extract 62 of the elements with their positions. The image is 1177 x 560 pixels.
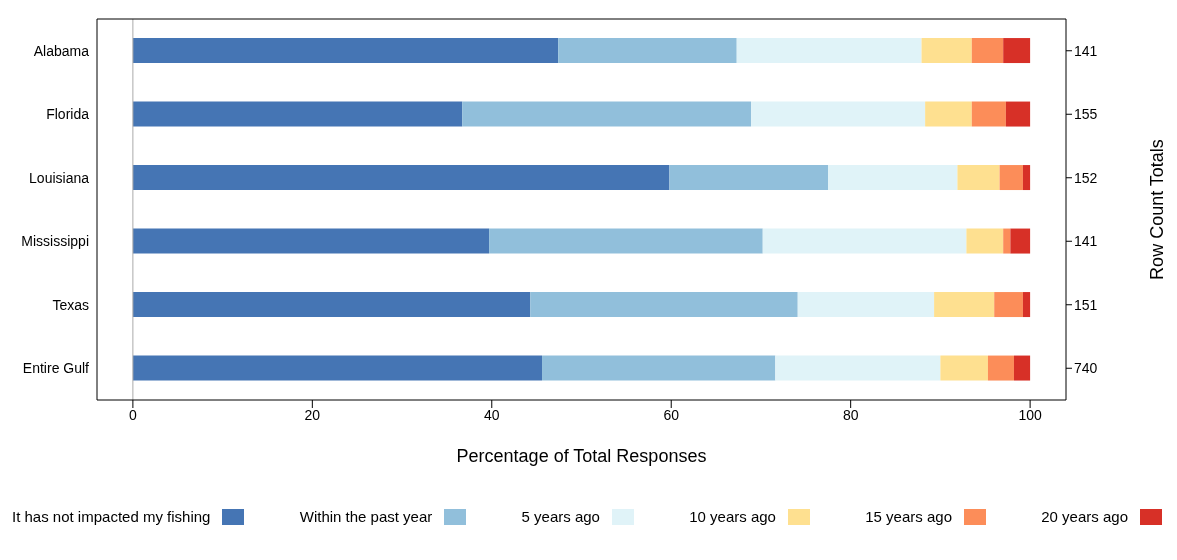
- bar: [1010, 228, 1031, 254]
- bar: [925, 101, 972, 127]
- bar: [934, 292, 995, 318]
- bar: [762, 228, 967, 254]
- y2-tick-label: 141: [1074, 42, 1098, 59]
- x-tick-label: 80: [842, 406, 859, 423]
- x-tick-label: 40: [483, 406, 500, 423]
- bar: [132, 165, 670, 191]
- bar: [957, 165, 1000, 191]
- y2-tick-label: 141: [1074, 233, 1098, 250]
- bar: [132, 101, 463, 127]
- y-tick-label: Texas: [52, 296, 89, 313]
- bar: [669, 165, 829, 191]
- bar: [1022, 165, 1031, 191]
- legend-label: 15 years ago: [865, 508, 952, 525]
- legend-label: 10 years ago: [689, 508, 776, 525]
- bar: [999, 165, 1023, 191]
- bar: [132, 355, 543, 381]
- bar: [921, 38, 972, 64]
- x-axis-title: Percentage of Total Responses: [456, 446, 707, 466]
- y-tick-label: Entire Gulf: [22, 360, 90, 377]
- legend-label: 20 years ago: [1041, 508, 1128, 525]
- bar: [462, 101, 752, 127]
- bar: [132, 38, 559, 64]
- bar: [940, 355, 988, 381]
- bar: [751, 101, 926, 127]
- x-tick-label: 60: [663, 406, 680, 423]
- bar: [994, 292, 1023, 318]
- bar: [1022, 292, 1031, 318]
- x-tick-label: 20: [304, 406, 321, 423]
- bar: [775, 355, 941, 381]
- bar: [1003, 38, 1031, 64]
- bar: [489, 228, 763, 254]
- bar: [1005, 101, 1031, 127]
- bar: [558, 38, 737, 64]
- y-tick-label: Louisiana: [29, 169, 90, 186]
- y-tick-label: Mississippi: [21, 233, 89, 250]
- y2-tick-label: 740: [1074, 360, 1098, 377]
- y2-tick-label: 151: [1074, 296, 1098, 313]
- y2-axis-title: Row Count Totals: [1147, 139, 1168, 280]
- bar: [1013, 355, 1031, 381]
- bar: [971, 101, 1006, 127]
- legend-label: 5 years ago: [521, 508, 600, 525]
- y-tick-label: Florida: [46, 106, 90, 123]
- bar: [1003, 228, 1011, 254]
- bar: [797, 292, 935, 318]
- bar: [736, 38, 922, 64]
- bar: [966, 228, 1004, 254]
- y2-tick-label: 155: [1074, 106, 1098, 123]
- y2-tick-label: 152: [1074, 169, 1098, 186]
- x-tick-label: 100: [1018, 406, 1042, 423]
- bar: [132, 292, 531, 318]
- bar: [132, 228, 490, 254]
- x-tick-label: 0: [128, 406, 137, 423]
- bar: [530, 292, 798, 318]
- bar: [971, 38, 1004, 64]
- bar: [828, 165, 958, 191]
- legend-label: It has not impacted my fishing: [12, 508, 211, 525]
- bar: [542, 355, 776, 381]
- bar: [987, 355, 1014, 381]
- y-tick-label: Alabama: [33, 42, 90, 59]
- legend-label: Within the past year: [299, 508, 433, 525]
